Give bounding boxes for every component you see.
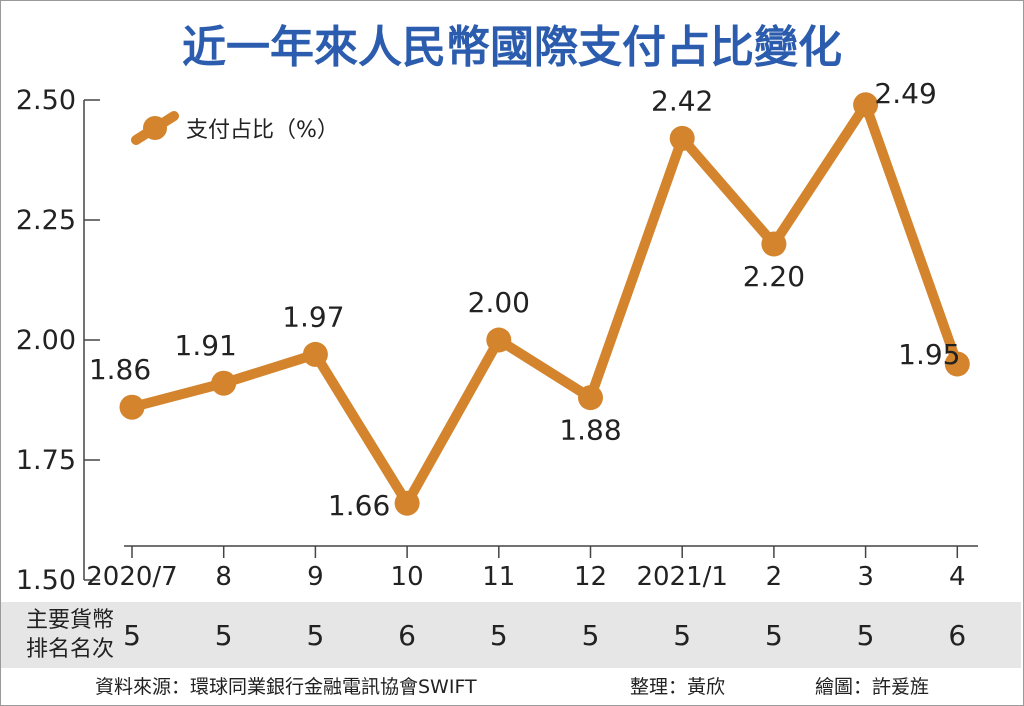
data-point [394, 490, 420, 516]
data-point [211, 370, 237, 396]
legend-label: 支付占比（%） [186, 118, 339, 143]
rank-value: 5 [765, 619, 783, 652]
x-tick-label: 4 [949, 562, 966, 592]
x-axis: 2020/7 8 9 10 11 12 2021/1 2 3 4 [86, 545, 978, 592]
x-tick-label: 11 [482, 562, 515, 592]
series-payment-share [119, 92, 970, 516]
data-point [119, 394, 145, 420]
x-tick-label: 10 [391, 562, 424, 592]
data-point [578, 385, 603, 411]
x-tick-label: 2 [766, 562, 783, 592]
x-tick-label: 2020/7 [86, 562, 177, 592]
y-tick-label: 2.25 [16, 205, 76, 236]
rank-band [1, 602, 1021, 668]
rank-value: 5 [673, 619, 691, 652]
rank-value: 5 [490, 619, 508, 652]
y-axis: 1.50 1.75 2.00 2.25 2.50 [16, 85, 100, 596]
legend-marker [143, 116, 167, 140]
footer: 資料來源：環球同業銀行金融電訊協會SWIFT 整理：黃欣 繪圖：許爰旌 [95, 676, 929, 698]
x-tick-label: 8 [215, 562, 232, 592]
data-label: 1.88 [559, 414, 621, 447]
rank-label: 排名名次 [26, 637, 114, 662]
rank-value: 5 [123, 619, 141, 652]
data-labels: 1.86 1.91 1.97 1.66 2.00 1.88 2.42 2.20 2.49 1.95 [89, 77, 961, 522]
data-label: 2.20 [743, 260, 805, 293]
rank-value: 5 [215, 619, 233, 652]
y-tick-label: 2.00 [16, 325, 76, 356]
chart-title: 近一年來人民幣國際支付占比變化 [182, 22, 842, 73]
data-label: 1.95 [898, 338, 960, 371]
series-line [127, 99, 963, 509]
data-label: 1.86 [89, 353, 151, 386]
rank-value: 5 [582, 619, 600, 652]
y-tick-label: 2.50 [16, 85, 76, 116]
data-label: 2.00 [468, 286, 530, 319]
data-point [853, 92, 879, 118]
x-tick-label: 12 [574, 562, 607, 592]
data-point [669, 125, 695, 151]
source-text: 資料來源：環球同業銀行金融電訊協會SWIFT [95, 676, 477, 698]
data-label: 2.42 [651, 84, 713, 117]
rank-value: 6 [398, 619, 416, 652]
data-label: 2.49 [874, 77, 936, 110]
data-point [302, 341, 328, 367]
y-tick-label: 1.50 [16, 565, 76, 596]
rank-value: 5 [857, 619, 875, 652]
artist-text: 繪圖：許爰旌 [815, 676, 929, 698]
x-tick-label: 9 [307, 562, 324, 592]
data-point [761, 231, 787, 257]
rank-value: 5 [306, 619, 324, 652]
x-tick-label: 3 [857, 562, 874, 592]
y-tick-label: 1.75 [16, 445, 76, 476]
data-point [486, 327, 512, 353]
editor-text: 整理：黃欣 [630, 676, 725, 698]
data-label: 1.97 [282, 300, 344, 333]
legend: 支付占比（%） [131, 111, 339, 145]
x-tick-label: 2021/1 [636, 562, 727, 592]
data-label: 1.66 [328, 489, 390, 522]
data-label: 1.91 [175, 329, 237, 362]
rank-label: 主要貨幣 [26, 608, 114, 633]
rank-value: 6 [948, 619, 966, 652]
data-point [944, 351, 970, 377]
